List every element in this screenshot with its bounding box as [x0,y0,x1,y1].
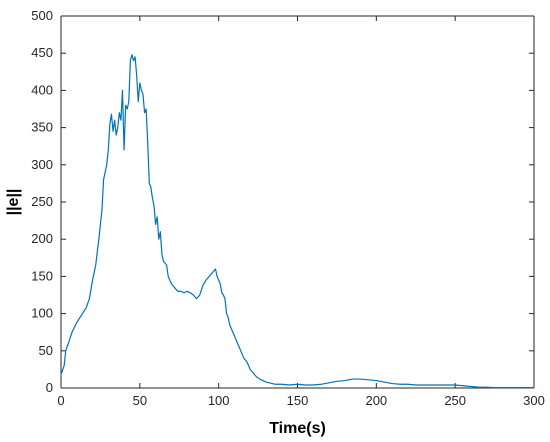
x-axis-title: Time(s) [269,420,326,437]
y-tick-label: 500 [31,8,53,23]
y-tick-label: 250 [31,194,53,209]
y-tick-label: 50 [39,343,53,358]
y-tick-label: 100 [31,306,53,321]
x-tick-label: 100 [208,393,230,408]
y-tick-label: 200 [31,231,53,246]
x-tick-label: 200 [365,393,387,408]
x-tick-label: 0 [57,393,64,408]
y-tick-label: 150 [31,268,53,283]
x-tick-label: 50 [133,393,147,408]
y-tick-label: 400 [31,82,53,97]
series-line-1 [60,54,535,389]
x-tick-label: 150 [287,393,309,408]
series-layer [60,54,535,389]
y-tick-label: 0 [46,380,53,395]
y-tick-label: 350 [31,120,53,135]
x-tick-label: 300 [523,393,545,408]
x-tick-label: 250 [444,393,466,408]
y-tick-label: 450 [31,45,53,60]
y-axis-title: ||e|| [5,189,22,216]
ticks: 0 50 100 150 200 250 300 0 50 100 150 200 250 300 350 4… [31,8,545,408]
plot-area [61,16,534,388]
y-tick-label: 300 [31,157,53,172]
